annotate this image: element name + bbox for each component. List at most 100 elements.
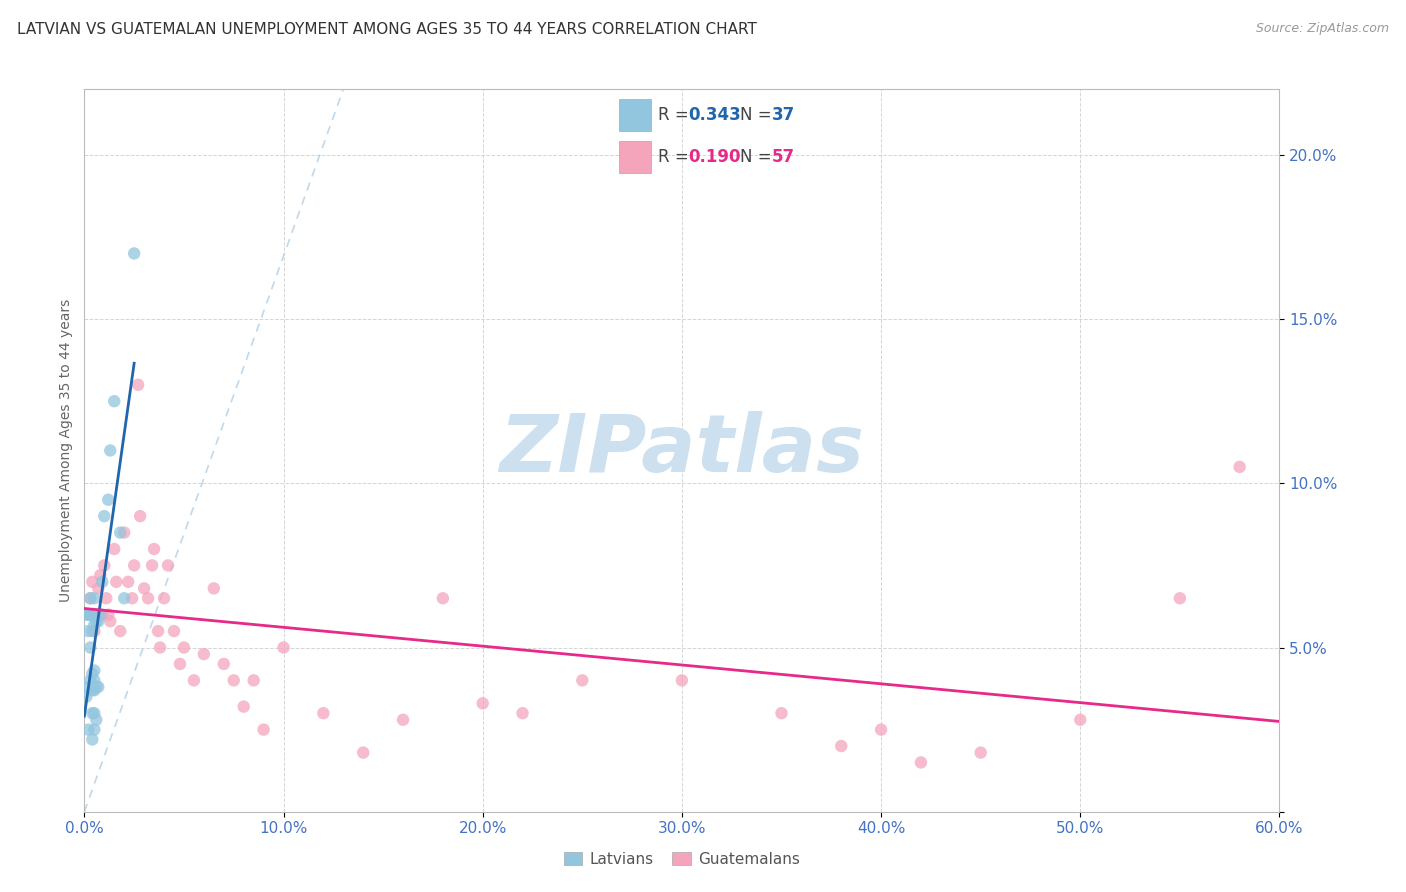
Point <box>830 739 852 753</box>
Point <box>193 647 215 661</box>
Text: 57: 57 <box>772 148 794 166</box>
Bar <box>619 98 651 131</box>
Text: N =: N = <box>740 148 776 166</box>
Point <box>86 607 108 622</box>
Point <box>83 673 105 688</box>
Point <box>112 525 135 540</box>
Point <box>153 591 176 606</box>
Point <box>83 591 105 606</box>
Point <box>173 640 195 655</box>
Text: N =: N = <box>740 106 776 124</box>
Point <box>91 574 114 589</box>
Bar <box>619 141 651 173</box>
Point <box>77 680 100 694</box>
Point <box>169 657 191 671</box>
Point <box>82 607 104 622</box>
Legend: Latvians, Guatemalans: Latvians, Guatemalans <box>558 846 806 872</box>
Point <box>110 525 132 540</box>
Point <box>89 607 111 622</box>
Text: 0.190: 0.190 <box>688 148 741 166</box>
Point <box>122 558 145 573</box>
Point <box>1168 591 1191 606</box>
Point <box>512 706 534 721</box>
Text: LATVIAN VS GUATEMALAN UNEMPLOYMENT AMONG AGES 35 TO 44 YEARS CORRELATION CHART: LATVIAN VS GUATEMALAN UNEMPLOYMENT AMONG… <box>17 22 756 37</box>
Point <box>870 723 893 737</box>
Point <box>86 614 108 628</box>
Point <box>136 591 159 606</box>
Point <box>392 713 415 727</box>
Point <box>110 624 132 639</box>
Point <box>77 624 100 639</box>
Point <box>112 591 135 606</box>
Point <box>86 713 108 727</box>
Point <box>117 574 139 589</box>
Y-axis label: Unemployment Among Ages 35 to 44 years: Unemployment Among Ages 35 to 44 years <box>59 299 73 602</box>
Point <box>79 607 101 622</box>
Point <box>79 591 101 606</box>
Point <box>98 614 121 628</box>
Point <box>770 706 793 721</box>
Point <box>98 443 121 458</box>
Point <box>87 582 110 596</box>
Point <box>97 492 120 507</box>
Point <box>79 640 101 655</box>
Point <box>93 509 115 524</box>
Point <box>83 683 105 698</box>
Point <box>103 541 125 556</box>
Point <box>103 394 125 409</box>
Point <box>93 558 115 573</box>
Point <box>1229 459 1251 474</box>
Point <box>202 582 225 596</box>
Point <box>79 591 101 606</box>
Point <box>273 640 295 655</box>
Point <box>146 624 169 639</box>
Point <box>82 624 104 639</box>
Point <box>77 607 100 622</box>
Text: R =: R = <box>658 148 695 166</box>
Point <box>141 558 163 573</box>
Point <box>97 607 120 622</box>
Point <box>96 591 118 606</box>
Point <box>1069 713 1091 727</box>
Point <box>86 680 108 694</box>
Point <box>183 673 205 688</box>
Point <box>212 657 235 671</box>
Point <box>242 673 264 688</box>
Point <box>132 582 156 596</box>
Point <box>83 617 105 632</box>
Point <box>83 624 105 639</box>
Point <box>82 706 104 721</box>
Point <box>312 706 335 721</box>
Point <box>83 664 105 678</box>
Point <box>671 673 693 688</box>
Text: R =: R = <box>658 106 695 124</box>
Point <box>82 732 104 747</box>
Point <box>87 680 110 694</box>
Point <box>232 699 254 714</box>
Point <box>87 614 110 628</box>
Point <box>89 568 111 582</box>
Point <box>352 746 374 760</box>
Point <box>127 377 149 392</box>
Point <box>222 673 245 688</box>
Point <box>82 683 104 698</box>
Point <box>105 574 128 589</box>
Point <box>121 591 143 606</box>
Point <box>77 607 100 622</box>
Point <box>432 591 454 606</box>
Point <box>83 723 105 737</box>
Point <box>129 509 152 524</box>
Point <box>910 756 932 770</box>
Point <box>149 640 172 655</box>
Point <box>75 607 97 622</box>
Point <box>83 706 105 721</box>
Point <box>163 624 186 639</box>
Text: 0.343: 0.343 <box>688 106 741 124</box>
Point <box>75 690 97 704</box>
Point <box>122 246 145 260</box>
Text: Source: ZipAtlas.com: Source: ZipAtlas.com <box>1256 22 1389 36</box>
Point <box>82 574 104 589</box>
Point <box>79 673 101 688</box>
Point <box>91 607 114 622</box>
Point <box>970 746 993 760</box>
